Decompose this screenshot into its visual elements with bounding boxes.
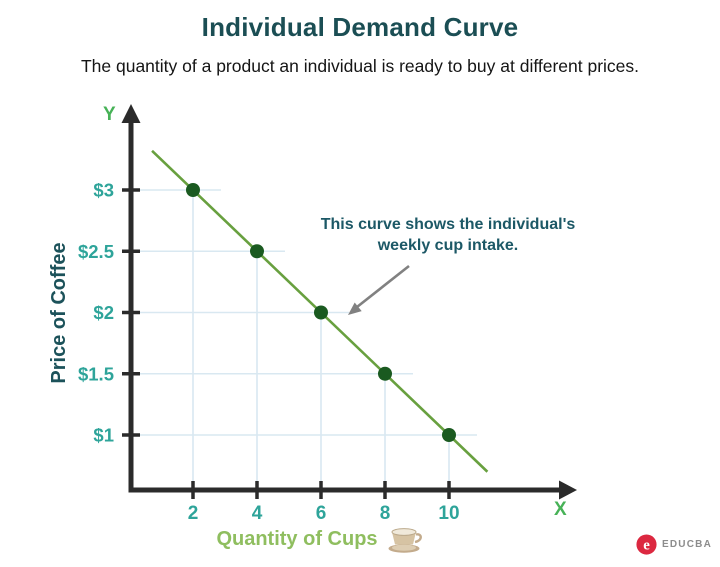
x-axis-title-label: Quantity of Cups bbox=[216, 527, 378, 550]
educba-e-glyph: e bbox=[643, 537, 650, 553]
data-point bbox=[314, 305, 328, 320]
annotation-line-1: This curve shows the individual's bbox=[320, 216, 576, 233]
x-tick-label: 10 bbox=[438, 503, 459, 524]
y-axis-letter: Y bbox=[103, 104, 116, 125]
data-point bbox=[442, 428, 456, 442]
page-title: Individual Demand Curve bbox=[201, 12, 519, 42]
brand-logo: e EDUCBA bbox=[635, 533, 712, 556]
data-point bbox=[186, 183, 200, 197]
data-point bbox=[250, 244, 264, 259]
x-axis-arrowhead bbox=[559, 480, 577, 500]
educba-circle bbox=[636, 534, 657, 555]
x-tick-label: 6 bbox=[316, 503, 327, 524]
annotation-arrow-head bbox=[348, 302, 362, 315]
page-subtitle: The quantity of a product an individual … bbox=[80, 56, 640, 76]
annotation-arrow-line bbox=[356, 264, 410, 309]
x-tick-label: 8 bbox=[380, 503, 391, 524]
educba-e-icon: e bbox=[636, 534, 657, 555]
y-tick-label: $3 bbox=[93, 180, 114, 201]
coffee-cup-handle bbox=[414, 533, 422, 544]
y-tick-label: $1 bbox=[93, 425, 114, 446]
data-point bbox=[378, 366, 392, 381]
y-axis-arrowhead bbox=[121, 104, 141, 123]
x-axis-title: Quantity of Cups bbox=[160, 525, 480, 553]
coffee-saucer-top bbox=[391, 544, 416, 551]
y-tick-label: $1.5 bbox=[78, 363, 114, 384]
x-tick-label: 2 bbox=[188, 503, 199, 524]
x-axis-letter: X bbox=[554, 499, 567, 520]
y-tick-label: $2.5 bbox=[78, 241, 114, 262]
coffee-cup-icon bbox=[388, 528, 422, 553]
y-tick-label: $2 bbox=[93, 302, 114, 323]
coffee-cup-rim bbox=[391, 528, 417, 536]
y-axis-title: Price of Coffee bbox=[48, 242, 70, 384]
annotation-callout: This curve shows the individual's weekly… bbox=[297, 214, 599, 256]
brand-logo-text: EDUCBA bbox=[662, 539, 712, 550]
annotation-line-2: weekly cup intake. bbox=[377, 237, 519, 254]
x-tick-label: 4 bbox=[252, 503, 263, 524]
